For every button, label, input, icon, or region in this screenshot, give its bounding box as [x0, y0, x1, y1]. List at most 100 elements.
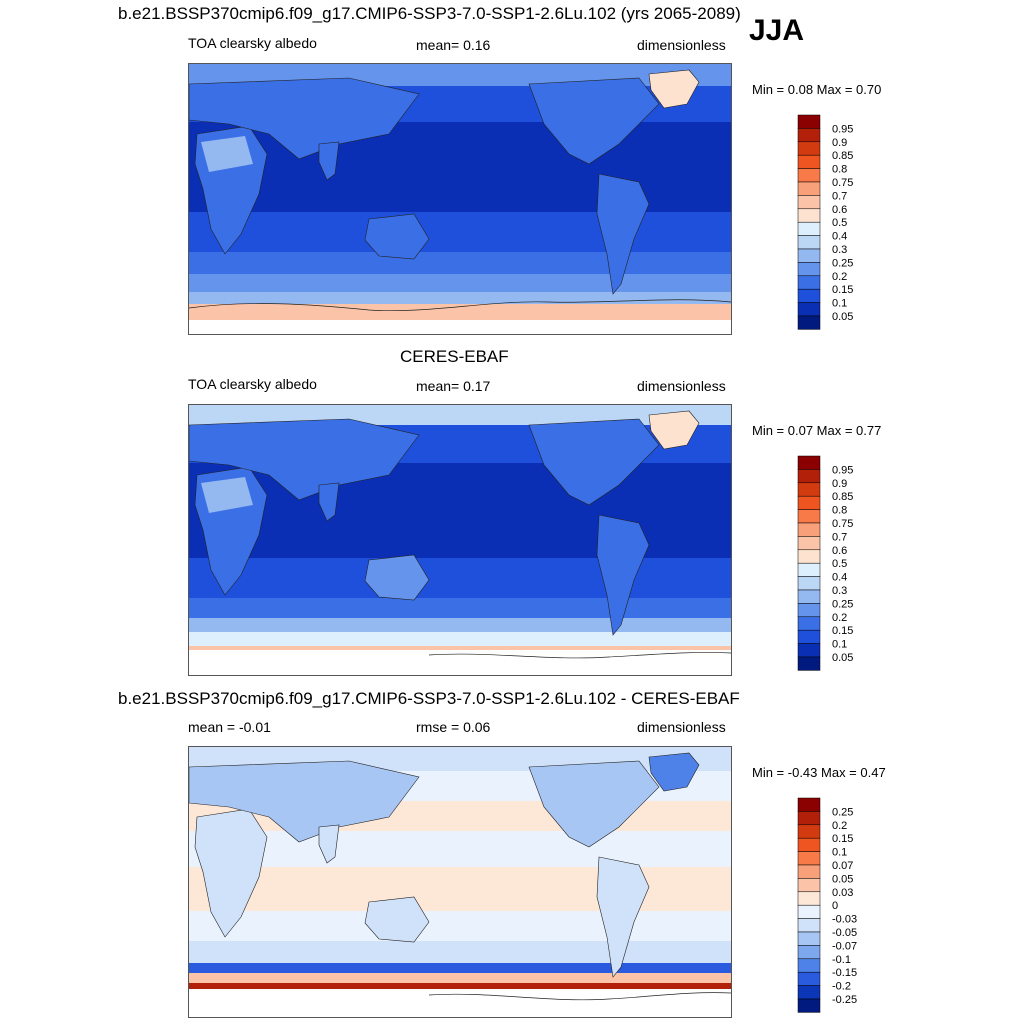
colorbar-swatch — [797, 918, 821, 933]
colorbar-swatch — [797, 629, 821, 644]
colorbar-tick-label: 0.7 — [832, 190, 847, 202]
colorbar-tick-label: 0.95 — [832, 123, 853, 135]
colorbar-swatch — [797, 958, 821, 973]
colorbar-swatch — [797, 235, 821, 250]
panel-1-mean-label: mean= 0.16 — [416, 37, 491, 53]
colorbar-tick-label: -0.25 — [832, 994, 857, 1006]
colorbar-swatch — [797, 495, 821, 510]
colorbar-swatch — [797, 549, 821, 564]
panel-3-australia-shape — [364, 896, 430, 943]
panel-1-units-label: dimensionless — [637, 37, 726, 53]
colorbar-swatch — [797, 891, 821, 906]
panel-1-sahara-shape — [201, 136, 253, 172]
colorbar-swatch — [797, 221, 821, 236]
colorbar-tick-label: 0 — [832, 900, 838, 912]
panel-3-greenland-shape — [648, 752, 700, 792]
panel-3-mean-label: mean = -0.01 — [188, 719, 271, 735]
colorbar-tick-label: 0.6 — [832, 204, 847, 216]
colorbar-swatch — [797, 181, 821, 196]
panel-1-minmax: Min = 0.08 Max = 0.70 — [752, 82, 882, 97]
colorbar-tick-label: 0.4 — [832, 572, 847, 584]
panel-2-units-label: dimensionless — [637, 378, 726, 394]
panel-1-colorbar: 0.95 0.9 0.85 0.8 0.75 0.7 0.6 0.5 0.4 0.3 0.25 0.2… — [797, 114, 878, 330]
panel-1-north-america-shape — [528, 77, 660, 165]
colorbar-swatch — [797, 837, 821, 852]
colorbar-swatch — [797, 851, 821, 866]
panel-2-north-america-shape — [528, 418, 660, 506]
colorbar-swatch — [797, 616, 821, 631]
panel-3-title: b.e21.BSSP370cmip6.f09_g17.CMIP6-SSP3-7.… — [118, 689, 740, 708]
colorbar-swatch — [797, 589, 821, 604]
colorbar-swatch — [797, 643, 821, 658]
panel-1-title: b.e21.BSSP370cmip6.f09_g17.CMIP6-SSP3-7.… — [118, 4, 741, 23]
colorbar-tick-label: 0.03 — [832, 887, 853, 899]
colorbar-swatch — [797, 482, 821, 497]
panel-3-map — [188, 746, 732, 1018]
panel-3-africa-shape — [194, 808, 268, 938]
colorbar-swatch — [797, 522, 821, 537]
panel-1-india-shape — [318, 141, 340, 181]
colorbar-swatch — [797, 656, 821, 671]
colorbar-tick-label: 0.2 — [832, 820, 847, 832]
colorbar-tick-label: 0.7 — [832, 531, 847, 543]
colorbar-tick-label: 0.6 — [832, 545, 847, 557]
colorbar-tick-label: 0.85 — [832, 150, 853, 162]
colorbar-swatch — [797, 455, 821, 470]
colorbar-swatch — [797, 576, 821, 591]
colorbar-swatch — [797, 904, 821, 919]
colorbar-tick-label: 0.9 — [832, 478, 847, 490]
colorbar-tick-label: -0.05 — [832, 927, 857, 939]
panel-2-india-shape — [318, 482, 340, 522]
colorbar-tick-label: 0.2 — [832, 612, 847, 624]
colorbar-tick-label: 0.3 — [832, 585, 847, 597]
panel-3-north-america-shape — [528, 760, 660, 848]
colorbar-tick-label: 0.75 — [832, 518, 853, 530]
colorbar-tick-label: 0.25 — [832, 257, 853, 269]
colorbar-swatch — [797, 931, 821, 946]
panel-3-antarctica-coast — [428, 992, 731, 1001]
panel-2-south-america-shape — [596, 514, 650, 636]
colorbar-tick-label: 0.3 — [832, 244, 847, 256]
colorbar-swatch — [797, 262, 821, 277]
panel-3-units-label: dimensionless — [637, 719, 726, 735]
colorbar-tick-label: 0.25 — [832, 598, 853, 610]
colorbar-tick-label: 0.05 — [832, 873, 853, 885]
panel-3-india-shape — [318, 824, 340, 864]
colorbar-swatch — [797, 114, 821, 129]
colorbar-swatch — [797, 154, 821, 169]
panel-3-south-america-shape — [596, 856, 650, 978]
colorbar-swatch — [797, 811, 821, 826]
season-label: JJA — [749, 14, 805, 47]
colorbar-tick-label: -0.15 — [832, 967, 857, 979]
panel-1-map — [188, 63, 732, 335]
colorbar-tick-label: 0.95 — [832, 464, 853, 476]
panel-1-antarctica-coast — [189, 299, 731, 312]
panel-2-variable-label: TOA clearsky albedo — [188, 376, 317, 392]
colorbar-swatch — [797, 864, 821, 879]
colorbar-swatch — [797, 603, 821, 618]
panel-3-rmse-label: rmse = 0.06 — [416, 719, 491, 735]
colorbar-tick-label: 0.5 — [832, 217, 847, 229]
colorbar-tick-label: 0.1 — [832, 298, 847, 310]
panel-2-colorbar: 0.95 0.9 0.85 0.8 0.75 0.7 0.6 0.5 0.4 0.3 0.25 0.2… — [797, 455, 878, 671]
colorbar-swatch — [797, 168, 821, 183]
colorbar-swatch — [797, 985, 821, 1000]
colorbar-swatch — [797, 195, 821, 210]
colorbar-tick-label: 0.4 — [832, 231, 847, 243]
panel-3-minmax: Min = -0.43 Max = 0.47 — [752, 765, 886, 780]
colorbar-tick-label: 0.1 — [832, 847, 847, 859]
panel-2-minmax: Min = 0.07 Max = 0.77 — [752, 423, 882, 438]
panel-1-variable-label: TOA clearsky albedo — [188, 35, 317, 51]
colorbar-tick-label: -0.1 — [832, 954, 851, 966]
colorbar-swatch — [797, 509, 821, 524]
panel-2-mean-label: mean= 0.17 — [416, 378, 491, 394]
panel-1-south-america-shape — [596, 173, 650, 295]
colorbar-swatch — [797, 208, 821, 223]
colorbar-tick-label: 0.15 — [832, 833, 853, 845]
colorbar-swatch — [797, 562, 821, 577]
colorbar-tick-label: 0.15 — [832, 625, 853, 637]
colorbar-tick-label: 0.85 — [832, 491, 853, 503]
panel-1-australia-shape — [364, 213, 430, 260]
colorbar-tick-label: 0.8 — [832, 505, 847, 517]
panel-2-colorbar-svg: 0.95 0.90.85 0.80.750.7 0.60.5 0.40.30.25 0.2… — [797, 455, 853, 671]
